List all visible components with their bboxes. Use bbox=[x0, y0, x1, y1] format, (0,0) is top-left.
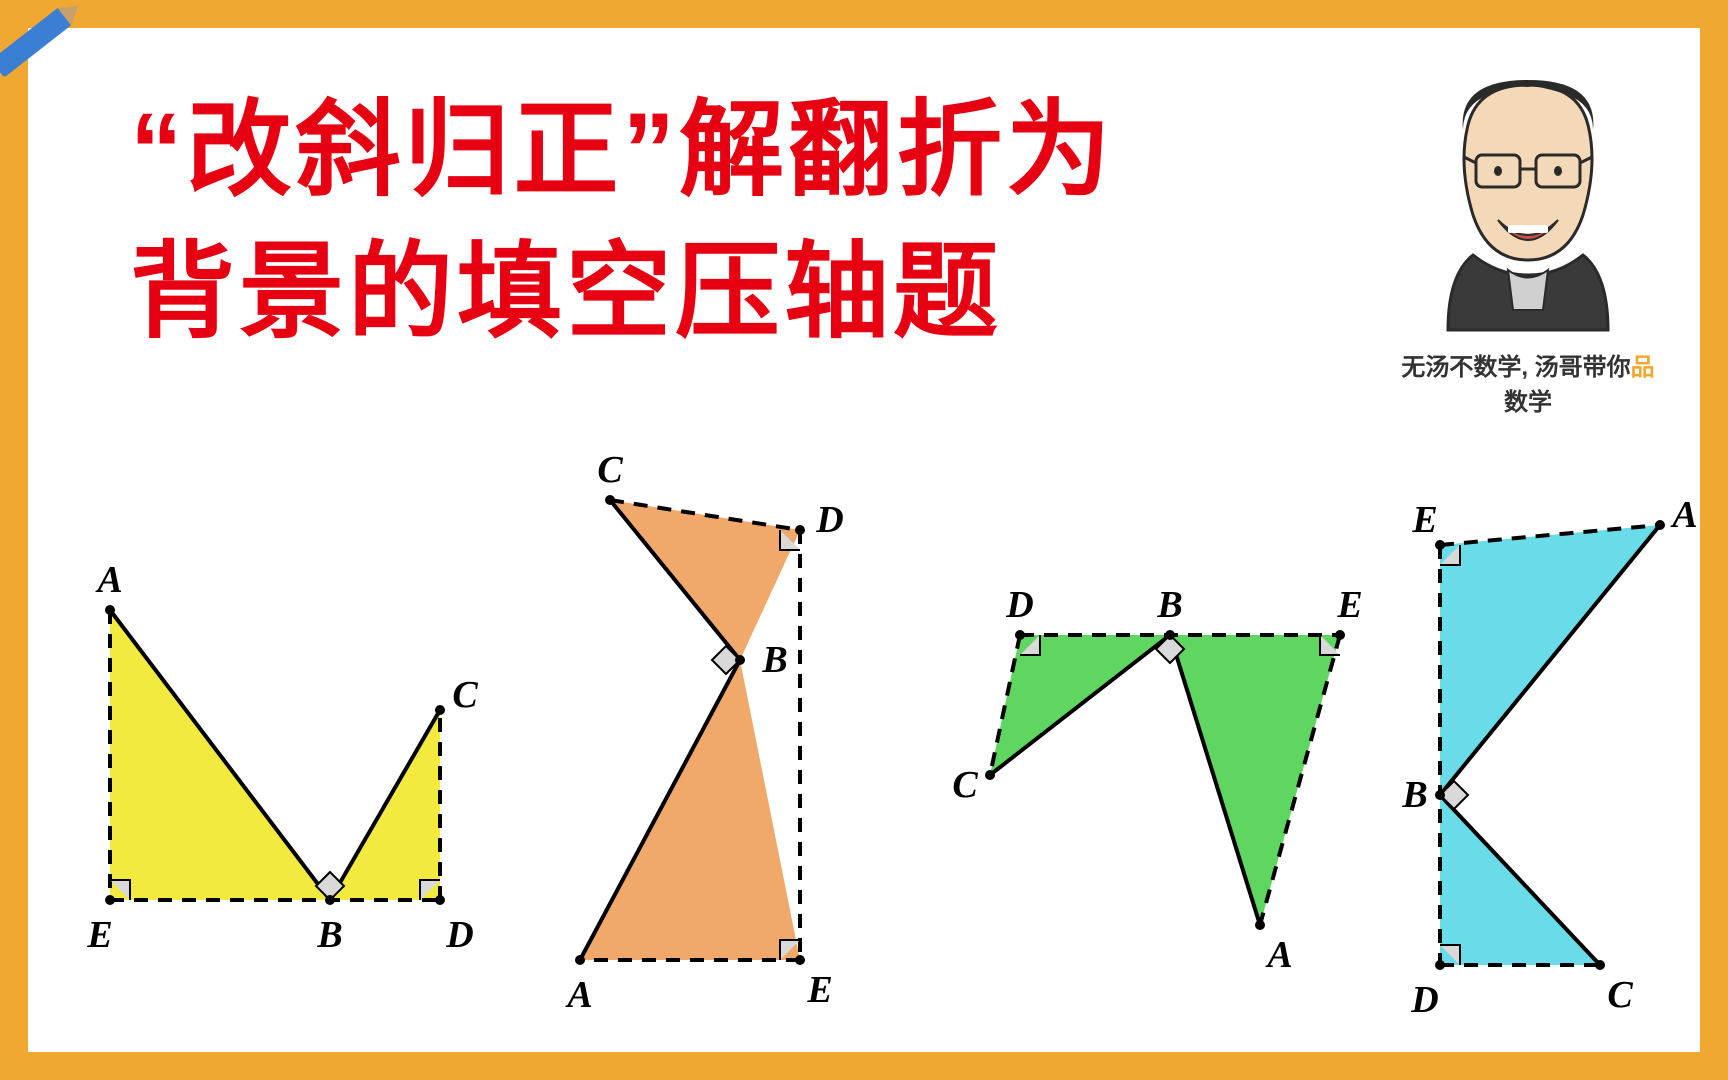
slogan-prefix: 无汤不数学, 汤哥带你 bbox=[1401, 354, 1630, 381]
frame-border-left bbox=[0, 0, 28, 1080]
diagram-d2: CDBAE bbox=[540, 470, 940, 1010]
vertex-label: D bbox=[1006, 583, 1033, 627]
vertex-label: E bbox=[807, 968, 832, 1012]
frame-border-bottom bbox=[0, 1052, 1728, 1080]
slogan-text: 无汤不数学, 汤哥带你品数学 bbox=[1398, 347, 1658, 417]
diagrams-container: ACEBDCDBAEDBECAEABDC bbox=[70, 470, 1658, 1030]
slogan-suffix: 数学 bbox=[1504, 389, 1552, 416]
frame-border-top bbox=[0, 0, 1728, 28]
title-line-2: 背景的填空压轴题 bbox=[130, 222, 1430, 364]
vertex-label: B bbox=[762, 638, 787, 682]
diagram-d3: DBECA bbox=[960, 585, 1390, 1005]
diagram-d1: ACEBD bbox=[70, 570, 500, 970]
vertex-label: A bbox=[1267, 933, 1292, 977]
vertex-label: B bbox=[1402, 773, 1427, 817]
vertex-label: D bbox=[1411, 978, 1438, 1022]
vertex-label: A bbox=[97, 558, 122, 602]
vertex-label: B bbox=[317, 913, 342, 957]
vertex-label: C bbox=[952, 763, 977, 807]
vertex-label: E bbox=[1412, 498, 1437, 542]
avatar-icon bbox=[1418, 75, 1638, 335]
vertex-label: C bbox=[597, 448, 622, 492]
vertex-label: E bbox=[87, 913, 112, 957]
vertex-label: A bbox=[567, 973, 592, 1017]
avatar-block: 无汤不数学, 汤哥带你品数学 bbox=[1398, 75, 1658, 417]
vertex-label: D bbox=[816, 498, 843, 542]
vertex-label: E bbox=[1337, 583, 1362, 627]
page-title: “改斜归正”解翻折为 背景的填空压轴题 bbox=[130, 80, 1430, 364]
slogan-highlight: 品 bbox=[1631, 354, 1655, 381]
vertex-label: A bbox=[1672, 493, 1697, 537]
title-line-1: “改斜归正”解翻折为 bbox=[130, 80, 1430, 222]
vertex-label: C bbox=[1607, 973, 1632, 1017]
vertex-label: D bbox=[446, 913, 473, 957]
vertex-label: C bbox=[452, 673, 477, 717]
diagram-d4: EABDC bbox=[1400, 505, 1728, 1005]
vertex-label: B bbox=[1157, 583, 1182, 627]
